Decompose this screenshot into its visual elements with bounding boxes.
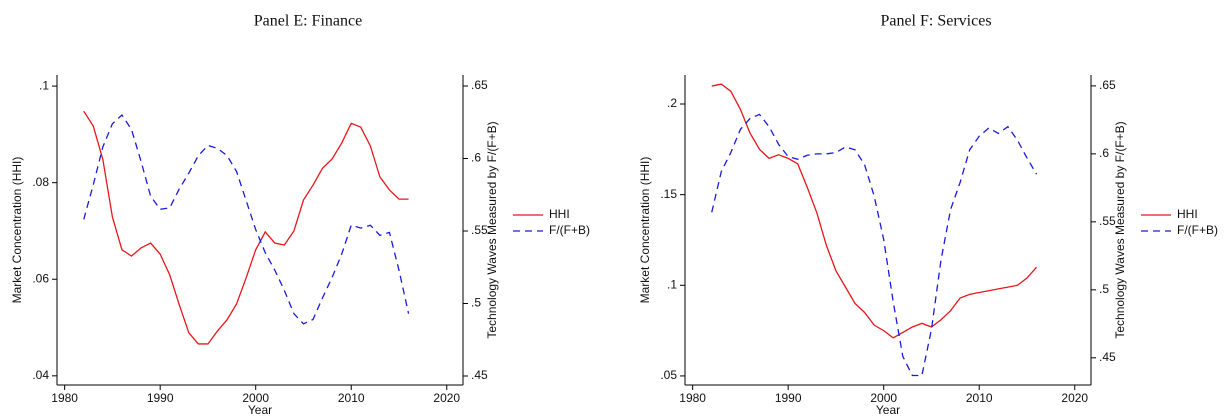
y-tick-label: .08 — [32, 175, 49, 189]
x-tick-label: 2000 — [870, 391, 897, 405]
panel: Panel E: Finance 1980 1990 2000 2010 2020 .04.… — [10, 13, 590, 418]
legend-label: HHI — [549, 207, 570, 221]
y2-tick-label: .45 — [1099, 350, 1116, 364]
y-axis-title: Market Concentration (HHI) — [10, 157, 24, 304]
y-tick-label: .1 — [667, 277, 677, 291]
y-tick-label: .15 — [660, 187, 677, 201]
y2-tick-label: .55 — [1099, 214, 1116, 228]
y2-tick-label: .65 — [471, 78, 488, 92]
y2-tick-label: .65 — [1099, 78, 1116, 92]
series-line — [83, 110, 409, 345]
x-axis-title: Year — [248, 403, 272, 417]
chart-title: Panel E: Finance — [254, 13, 362, 30]
y-tick-label: .06 — [32, 271, 49, 285]
x-tick-label: 1990 — [147, 391, 174, 405]
x-tick-label: 2010 — [966, 391, 993, 405]
y2-tick-label: .5 — [1099, 282, 1109, 296]
y-axis-title: Market Concentration (HHI) — [638, 157, 652, 304]
y-tick-label: .05 — [660, 368, 677, 382]
x-tick-label: 2010 — [338, 391, 365, 405]
legend-label: HHI — [1177, 207, 1198, 221]
x-tick-label: 2000 — [242, 391, 269, 405]
x-tick-label: 1980 — [679, 391, 706, 405]
x-tick-label: 2020 — [1061, 391, 1088, 405]
y2-tick-label: .6 — [1099, 146, 1109, 160]
x-axis-title: Year — [876, 403, 900, 417]
panel: Panel F: Services 1980 1990 2000 2010 2020 .05… — [638, 13, 1218, 418]
legend-label: F/(F+B) — [549, 223, 590, 237]
y2-tick-label: .5 — [471, 296, 481, 310]
y2-axis-title: Technology Waves Measured by F/(F+B) — [485, 121, 499, 338]
y2-axis-title: Technology Waves Measured by F/(F+B) — [1113, 121, 1127, 338]
y-tick-label: .2 — [667, 96, 677, 110]
y2-tick-label: .45 — [471, 368, 488, 382]
y-tick-label: .1 — [39, 78, 49, 92]
series-line — [83, 114, 410, 325]
x-tick-label: 2020 — [433, 391, 460, 405]
x-tick-label: 1980 — [51, 391, 78, 405]
y2-tick-label: .55 — [471, 223, 488, 237]
series-line — [711, 113, 1038, 377]
x-tick-label: 1990 — [775, 391, 802, 405]
legend-label: F/(F+B) — [1177, 223, 1218, 237]
chart-title: Panel F: Services — [880, 13, 991, 30]
series-line — [711, 83, 1038, 339]
y2-tick-label: .6 — [471, 151, 481, 165]
y-tick-label: .04 — [32, 368, 49, 382]
